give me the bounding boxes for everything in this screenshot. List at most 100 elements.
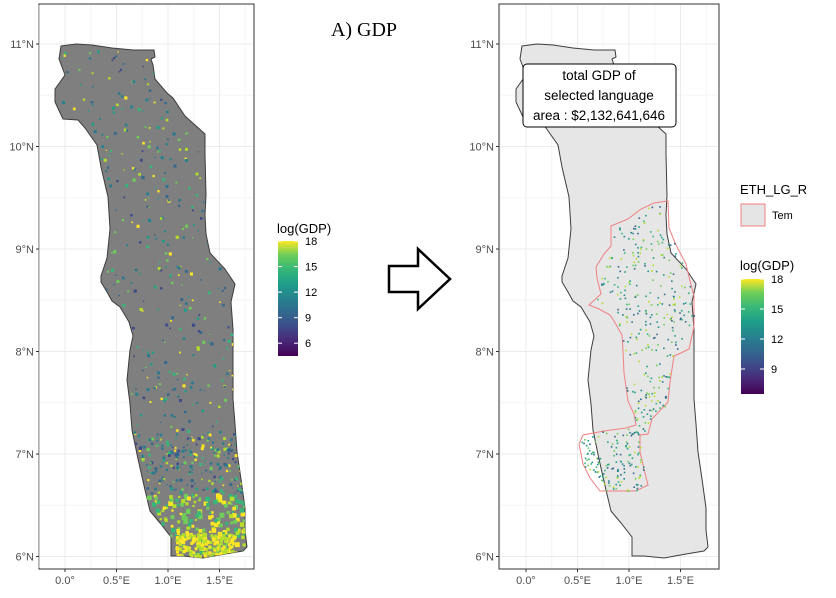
gdp-pixel bbox=[145, 366, 147, 369]
gdp-pixel bbox=[91, 104, 94, 107]
gdp-pixel bbox=[593, 451, 595, 454]
gdp-pixel bbox=[636, 484, 639, 486]
gdp-pixel bbox=[181, 517, 185, 521]
gdp-pixel bbox=[178, 543, 182, 547]
gdp-pixel bbox=[78, 68, 81, 71]
gdp-pixel bbox=[143, 349, 145, 351]
gdp-pixel bbox=[689, 285, 692, 288]
gdp-pixel bbox=[654, 336, 656, 339]
gdp-pixel bbox=[235, 532, 241, 538]
gdp-pixel bbox=[584, 439, 586, 441]
gdp-pixel bbox=[163, 414, 166, 417]
gdp-pixel bbox=[666, 313, 669, 316]
gdp-pixel bbox=[192, 495, 195, 499]
gdp-pixel bbox=[201, 472, 203, 475]
gdp-pixel bbox=[616, 439, 618, 442]
gdp-pixel bbox=[172, 481, 175, 483]
gdp-pixel bbox=[181, 513, 186, 518]
gdp-pixel bbox=[232, 513, 237, 518]
gdp-pixel bbox=[217, 536, 221, 540]
gdp-pixel bbox=[619, 270, 621, 273]
gdp-pixel bbox=[108, 77, 111, 80]
gdp-pixel bbox=[222, 532, 225, 535]
gdp-pixel bbox=[222, 534, 226, 538]
y-tick-label: 6°N bbox=[476, 552, 495, 564]
gdp-pixel bbox=[229, 370, 231, 372]
gdp-pixel bbox=[185, 530, 189, 535]
gdp-pixel bbox=[637, 252, 639, 254]
gdp-pixel bbox=[201, 409, 205, 413]
gdp-pixel bbox=[595, 466, 598, 468]
gdp-pixel bbox=[205, 551, 209, 555]
gdp-pixel bbox=[627, 490, 630, 492]
gdp-pixel bbox=[195, 513, 199, 518]
gdp-pixel bbox=[656, 364, 658, 367]
gdp-pixel bbox=[240, 489, 243, 492]
gdp-pixel bbox=[619, 228, 621, 231]
gdp-pixel bbox=[190, 485, 194, 488]
gdp-pixel bbox=[216, 548, 220, 552]
annotation-line-2: selected language bbox=[544, 88, 654, 103]
gdp-pixel bbox=[169, 274, 172, 276]
gdp-pixel bbox=[152, 174, 155, 178]
gdp-pixel bbox=[637, 402, 640, 404]
gdp-pixel bbox=[155, 508, 160, 513]
gdp-pixel bbox=[628, 454, 630, 457]
gdp-pixel bbox=[214, 489, 217, 493]
gdp-pixel bbox=[219, 466, 222, 469]
gdp-pixel bbox=[624, 285, 627, 288]
gdp-pixel bbox=[606, 467, 609, 469]
gdp-pixel bbox=[123, 196, 126, 199]
gdp-pixel bbox=[213, 475, 216, 479]
x-tick-label: 0.5°E bbox=[103, 575, 130, 587]
gdp-pixel bbox=[216, 454, 220, 458]
gdp-pixel bbox=[623, 465, 625, 467]
gdp-pixel bbox=[137, 108, 141, 111]
gdp-pixel bbox=[674, 303, 676, 305]
gdp-pixel bbox=[169, 498, 174, 502]
gdp-pixel bbox=[199, 217, 203, 220]
gdp-pixel bbox=[226, 347, 229, 350]
gdp-pixel bbox=[195, 527, 199, 531]
gdp-pixel bbox=[645, 248, 648, 250]
gdp-pixel bbox=[242, 519, 246, 523]
gdp-pixel bbox=[126, 244, 129, 247]
gdp-pixel bbox=[230, 521, 234, 525]
gdp-pixel bbox=[657, 326, 660, 328]
gdp-pixel bbox=[239, 522, 245, 527]
gdp-pixel bbox=[154, 467, 158, 471]
gdp-pixel bbox=[100, 158, 103, 161]
gdp-pixel bbox=[235, 531, 240, 536]
gdp-pixel bbox=[633, 432, 636, 434]
gdp-pixel bbox=[189, 465, 193, 469]
gdp-pixel bbox=[220, 549, 224, 552]
gdp-pixel bbox=[647, 346, 650, 349]
gdp-pixel bbox=[160, 117, 163, 120]
gdp-pixel bbox=[607, 463, 609, 466]
gdp-pixel bbox=[147, 439, 150, 441]
gdp-pixel bbox=[195, 194, 199, 197]
gdp-pixel bbox=[177, 449, 181, 453]
gdp-pixel bbox=[191, 206, 194, 209]
gdp-pixel bbox=[190, 272, 193, 276]
gdp-pixel bbox=[211, 441, 214, 444]
gdp-pixel bbox=[183, 519, 188, 525]
gdp-pixel bbox=[599, 475, 602, 477]
gdp-pixel bbox=[664, 405, 666, 408]
gdp-pixel bbox=[234, 542, 240, 548]
gdp-pixel bbox=[227, 543, 231, 547]
gdp-pixel bbox=[185, 224, 189, 228]
gdp-pixel bbox=[111, 252, 113, 254]
gdp-pixel bbox=[148, 438, 152, 442]
gdp-pixel bbox=[164, 230, 167, 233]
gdp-pixel bbox=[651, 206, 654, 209]
gdp-pixel bbox=[219, 489, 223, 493]
gdp-pixel bbox=[113, 131, 117, 135]
gdp-pixel bbox=[637, 400, 640, 403]
gdp-pixel bbox=[108, 154, 110, 157]
gdp-pixel bbox=[207, 431, 210, 434]
gdp-pixel bbox=[233, 433, 236, 436]
gdp-pixel bbox=[184, 159, 188, 162]
gdp-pixel bbox=[136, 345, 139, 348]
gdp-pixel bbox=[617, 277, 619, 279]
